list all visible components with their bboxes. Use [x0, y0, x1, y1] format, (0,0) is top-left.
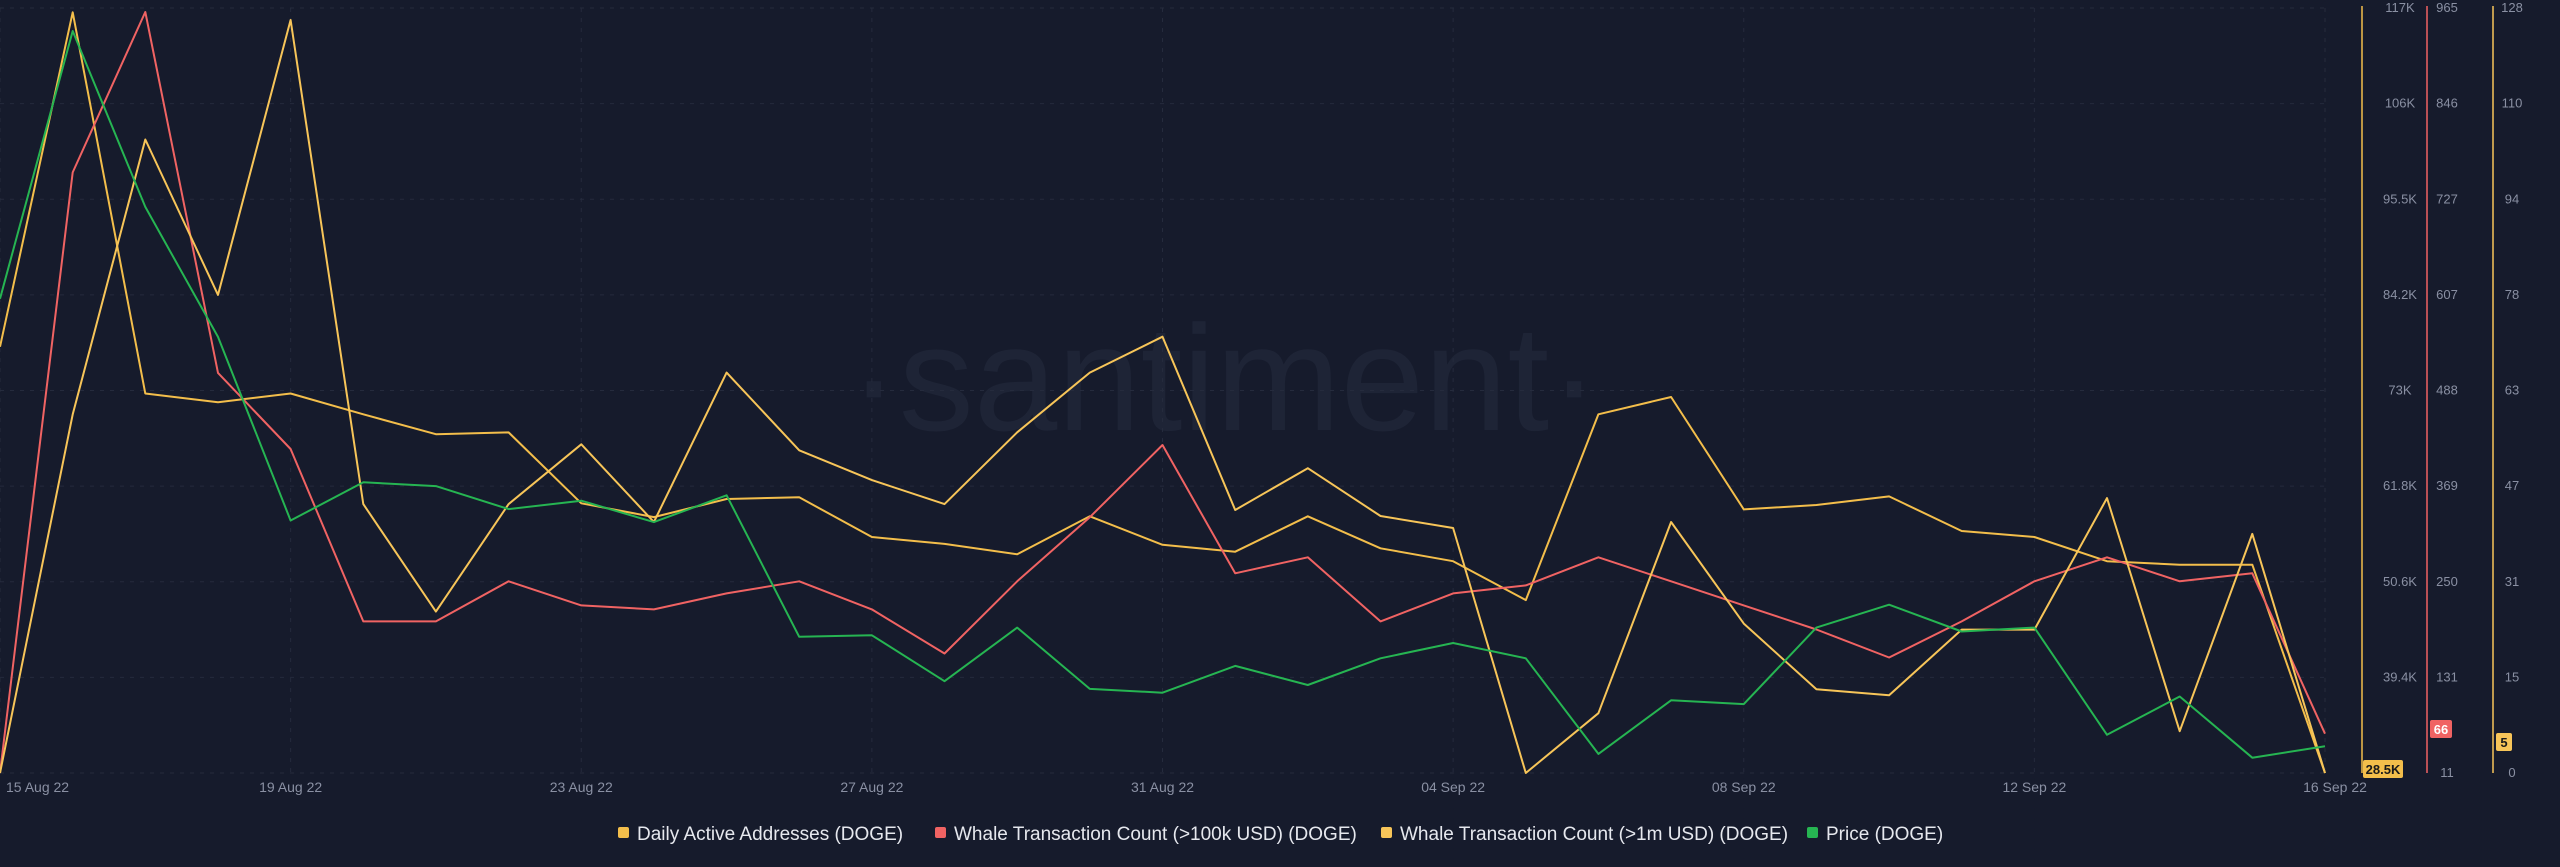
whale1m-tick-label: 94	[2505, 191, 2519, 206]
whale100k-tick-label: 607	[2436, 287, 2458, 302]
daa-current-value: 28.5K	[2366, 762, 2401, 777]
legend-label: Price (DOGE)	[1826, 824, 1943, 845]
grid	[0, 7, 2326, 774]
daa-current-badge	[2363, 760, 2403, 778]
whale1m-tick-label: 110	[2502, 96, 2523, 111]
legend-label: Daily Active Addresses (DOGE)	[637, 824, 903, 845]
whale1m-tick-label: 78	[2505, 287, 2519, 302]
daa-tick-label: 106K	[2385, 96, 2416, 111]
legend-item-daa[interactable]: Daily Active Addresses (DOGE)	[618, 824, 903, 845]
x-tick-label: 08 Sep 22	[1712, 779, 1776, 795]
legend-item-price[interactable]: Price (DOGE)	[1807, 824, 1943, 845]
x-tick-label: 19 Aug 22	[259, 779, 322, 795]
series-line-whale1m	[0, 19, 2326, 774]
whale1m-current-value: 5	[2500, 735, 2507, 750]
x-tick-label: 16 Sep 22	[2303, 779, 2367, 795]
whale1m-tick-label: 128	[2501, 0, 2523, 15]
whale100k-current-value: 66	[2434, 722, 2448, 737]
series-line-whale100k	[0, 11, 2326, 774]
x-axis: 15 Aug 22 19 Aug 22 23 Aug 22 27 Aug 22 31 A…	[6, 779, 2367, 795]
legend-swatch	[618, 827, 629, 838]
legend-swatch	[1807, 827, 1818, 838]
series-line-price	[0, 30, 2326, 759]
legend-swatch	[935, 827, 946, 838]
whale1m-tick-label: 47	[2505, 478, 2519, 493]
legend-label: Whale Transaction Count (>1m USD) (DOGE)	[1400, 824, 1788, 845]
x-tick-label: 23 Aug 22	[550, 779, 613, 795]
whale100k-tick-label: 11	[2440, 765, 2454, 780]
whale100k-tick-label: 488	[2436, 383, 2458, 398]
daa-tick-label: 39.4K	[2383, 669, 2417, 684]
whale100k-tick-label: 846	[2436, 96, 2458, 111]
legend-item-whale100k[interactable]: Whale Transaction Count (>100k USD) (DOG…	[935, 824, 1357, 845]
whale1m-tick-label: 15	[2505, 669, 2519, 684]
whale100k-current-badge	[2430, 720, 2452, 738]
x-tick-label: 27 Aug 22	[840, 779, 903, 795]
x-tick-label: 31 Aug 22	[1131, 779, 1194, 795]
daa-tick-label: 117K	[2385, 0, 2415, 15]
series-line-daa	[0, 11, 2326, 774]
whale1m-tick-label: 63	[2505, 383, 2519, 398]
x-tick-label: 12 Sep 22	[2002, 779, 2066, 795]
watermark: ·santiment·	[849, 294, 1599, 462]
legend-item-whale1m[interactable]: Whale Transaction Count (>1m USD) (DOGE)	[1381, 824, 1788, 845]
y-axes: 117K 106K 95.5K 84.2K 73K 61.8K 50.6K 39.4K 965 8…	[2361, 0, 2523, 780]
legend-label: Whale Transaction Count (>100k USD) (DOG…	[954, 824, 1357, 845]
legend[interactable]: Daily Active Addresses (DOGE) Whale Trans…	[618, 824, 1943, 845]
daa-tick-label: 61.8K	[2383, 478, 2417, 493]
x-tick-label: 15 Aug 22	[6, 779, 69, 795]
whale100k-tick-label: 727	[2436, 191, 2458, 206]
whale1m-tick-label: 0	[2508, 765, 2515, 780]
whale100k-tick-label: 965	[2436, 0, 2458, 15]
daa-tick-label: 73K	[2388, 383, 2411, 398]
whale1m-tick-label: 31	[2505, 574, 2519, 589]
daa-tick-label: 84.2K	[2383, 287, 2417, 302]
series-lines	[0, 11, 2326, 774]
whale100k-tick-label: 369	[2436, 478, 2458, 493]
whale100k-tick-label: 131	[2436, 669, 2458, 684]
current-value-badges: 28.5K 66 5	[2363, 720, 2512, 778]
daa-tick-label: 50.6K	[2383, 574, 2417, 589]
whale1m-current-badge	[2496, 733, 2512, 751]
daa-tick-label: 95.5K	[2383, 191, 2417, 206]
whale100k-tick-label: 250	[2436, 574, 2458, 589]
legend-swatch	[1381, 827, 1392, 838]
x-tick-label: 04 Sep 22	[1421, 779, 1485, 795]
